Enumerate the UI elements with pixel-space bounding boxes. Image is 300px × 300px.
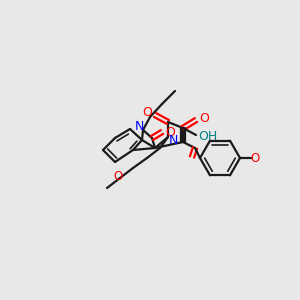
Text: O: O	[199, 112, 209, 125]
Text: O: O	[250, 152, 260, 164]
Text: N: N	[168, 134, 178, 148]
Text: O: O	[142, 106, 152, 119]
Text: O: O	[113, 170, 123, 184]
Text: N: N	[134, 121, 144, 134]
Text: O: O	[165, 125, 175, 139]
Text: OH: OH	[198, 130, 218, 143]
